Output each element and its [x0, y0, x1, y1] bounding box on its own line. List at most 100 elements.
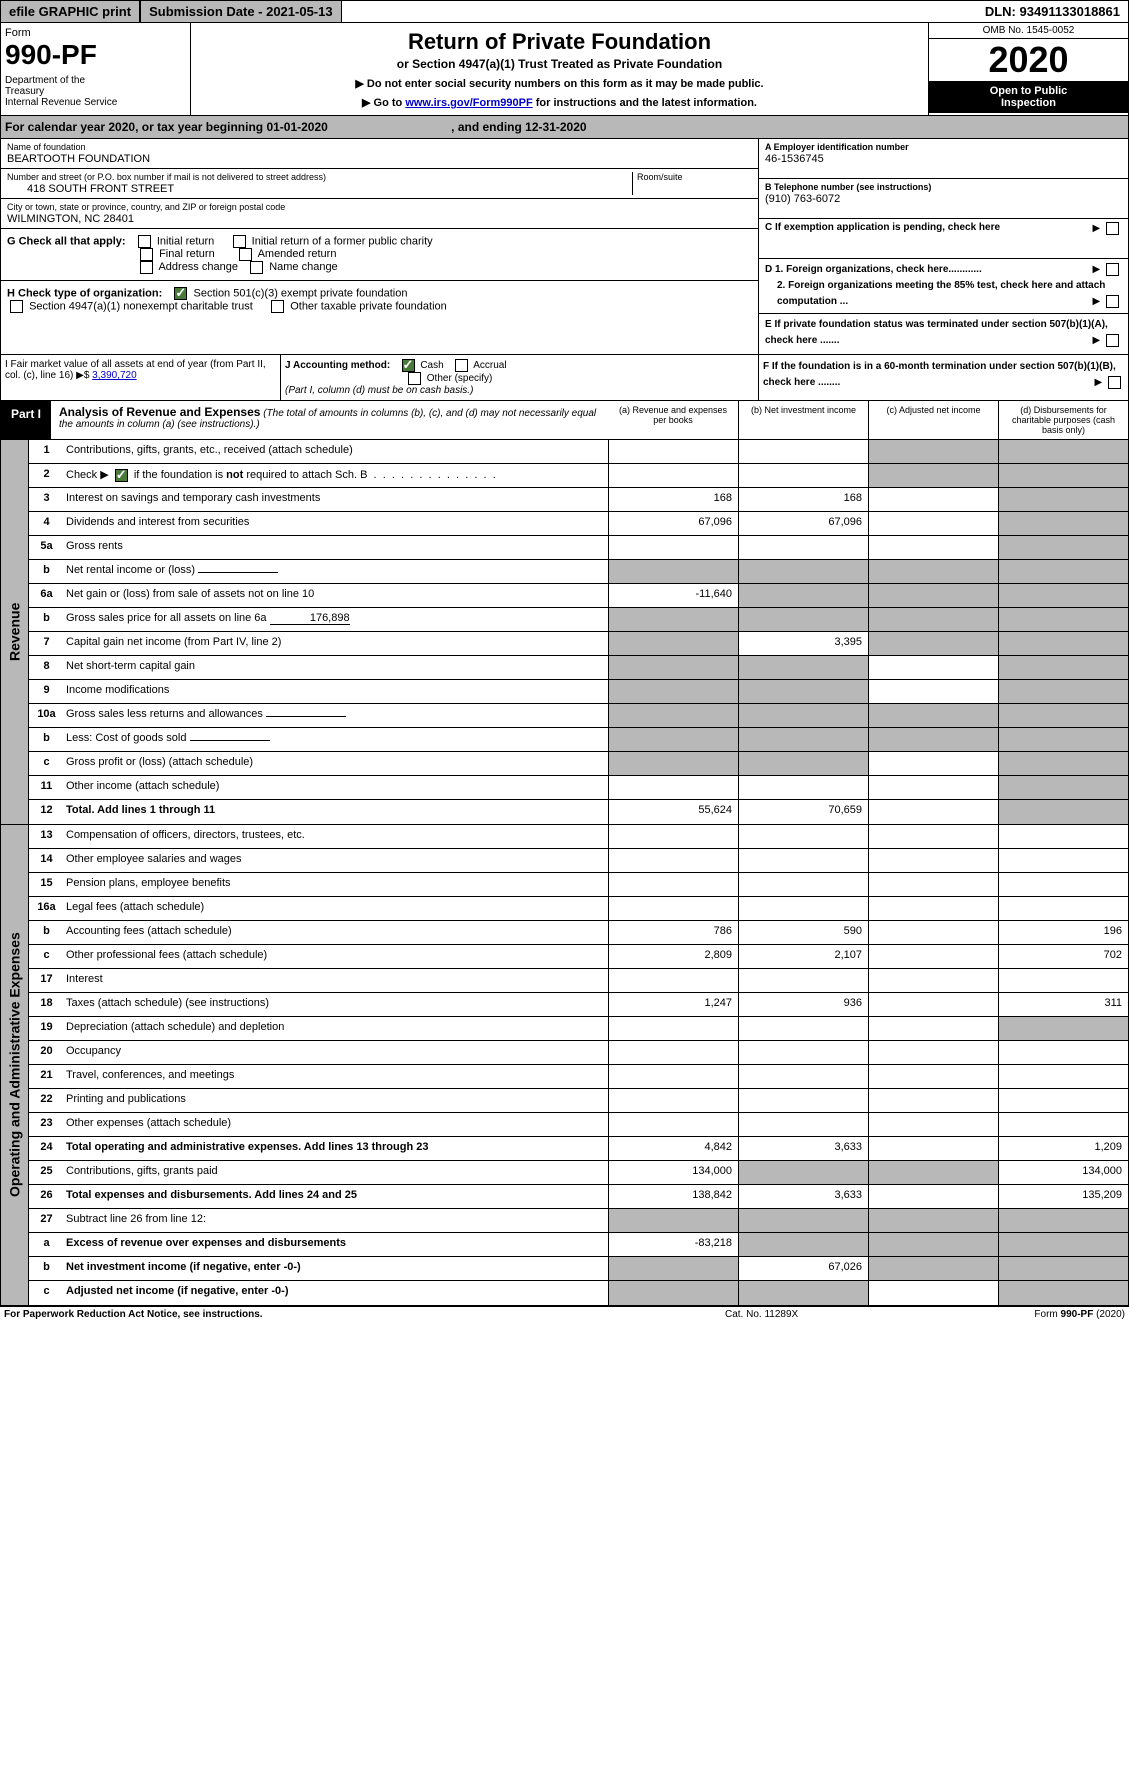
calendar-year-row: For calendar year 2020, or tax year begi… — [0, 116, 1129, 139]
table-cell — [998, 464, 1128, 487]
table-cell: 2,107 — [738, 945, 868, 968]
table-cell — [868, 1233, 998, 1256]
table-cell — [998, 825, 1128, 848]
row-num: b — [29, 1257, 64, 1280]
col-d-header: (d) Disbursements for charitable purpose… — [998, 401, 1128, 439]
table-cell — [868, 969, 998, 992]
accrual-checkbox[interactable] — [455, 359, 468, 372]
row-desc: Occupancy — [64, 1041, 608, 1064]
table-cell — [998, 728, 1128, 751]
name-change-checkbox[interactable] — [250, 261, 263, 274]
h-opt-3: Other taxable private foundation — [290, 300, 447, 312]
d2-checkbox[interactable] — [1106, 295, 1119, 308]
fmv-value[interactable]: 3,390,720 — [92, 370, 137, 381]
tel-label: B Telephone number (see instructions) — [765, 182, 1122, 192]
table-cell — [998, 897, 1128, 920]
h-opt-2: Section 4947(a)(1) nonexempt charitable … — [29, 300, 253, 312]
table-cell — [738, 536, 868, 559]
initial-return-checkbox[interactable] — [138, 235, 151, 248]
revenue-table: Revenue 1Contributions, gifts, grants, e… — [0, 440, 1129, 825]
open-public: Open to PublicInspection — [929, 81, 1128, 113]
table-cell — [738, 776, 868, 799]
table-cell: 3,395 — [738, 632, 868, 655]
name-label: Name of foundation — [7, 142, 752, 152]
table-row: 22Printing and publications — [29, 1089, 1128, 1113]
table-row: 15Pension plans, employee benefits — [29, 873, 1128, 897]
final-return-checkbox[interactable] — [140, 248, 153, 261]
col-a-header: (a) Revenue and expenses per books — [608, 401, 738, 439]
table-cell — [738, 1065, 868, 1088]
table-cell — [998, 873, 1128, 896]
schb-checkbox[interactable] — [115, 469, 128, 482]
dln: DLN: 93491133018861 — [977, 1, 1128, 22]
row-num: 5a — [29, 536, 64, 559]
table-cell — [608, 704, 738, 727]
table-cell — [998, 1257, 1128, 1280]
f-label: F If the foundation is in a 60-month ter… — [763, 361, 1116, 388]
irs-link[interactable]: www.irs.gov/Form990PF — [405, 97, 532, 109]
table-cell: 1,247 — [608, 993, 738, 1016]
amended-checkbox[interactable] — [239, 248, 252, 261]
row-desc: Compensation of officers, directors, tru… — [64, 825, 608, 848]
table-cell — [868, 1017, 998, 1040]
table-cell — [738, 560, 868, 583]
g-opt-3: Amended return — [258, 248, 337, 260]
row-desc: Other professional fees (attach schedule… — [64, 945, 608, 968]
cash-checkbox[interactable] — [402, 359, 415, 372]
table-cell — [738, 1089, 868, 1112]
table-cell — [868, 1185, 998, 1208]
row-num: 1 — [29, 440, 64, 463]
table-row: bLess: Cost of goods sold — [29, 728, 1128, 752]
initial-former-checkbox[interactable] — [233, 235, 246, 248]
header-left: Form 990-PF Department of theTreasuryInt… — [1, 23, 191, 115]
table-cell — [608, 1257, 738, 1280]
other-method-checkbox[interactable] — [408, 372, 421, 385]
table-cell: 134,000 — [998, 1161, 1128, 1184]
g-opt-1: Initial return of a former public charit… — [252, 235, 433, 247]
row-num: 10a — [29, 704, 64, 727]
table-cell — [738, 873, 868, 896]
table-row: 27Subtract line 26 from line 12: — [29, 1209, 1128, 1233]
top-bar: efile GRAPHIC print Submission Date - 20… — [0, 0, 1129, 23]
row-num: c — [29, 1281, 64, 1305]
table-row: 3Interest on savings and temporary cash … — [29, 488, 1128, 512]
table-cell — [608, 969, 738, 992]
table-cell — [868, 945, 998, 968]
table-cell — [608, 608, 738, 631]
info-grid: Name of foundation BEARTOOTH FOUNDATION … — [0, 139, 1129, 355]
table-cell — [608, 1113, 738, 1136]
address-change-checkbox[interactable] — [140, 261, 153, 274]
table-cell — [608, 728, 738, 751]
table-cell — [868, 1113, 998, 1136]
501c3-checkbox[interactable] — [174, 287, 187, 300]
f-checkbox[interactable] — [1108, 376, 1121, 389]
row-desc: Other income (attach schedule) — [64, 776, 608, 799]
table-cell — [868, 776, 998, 799]
row-desc: Other employee salaries and wages — [64, 849, 608, 872]
table-cell — [738, 1281, 868, 1305]
efile-button[interactable]: efile GRAPHIC print — [1, 1, 141, 22]
table-cell — [738, 1113, 868, 1136]
j-cell: J Accounting method: Cash Accrual Other … — [281, 355, 758, 400]
row-num: c — [29, 752, 64, 775]
table-cell — [868, 1137, 998, 1160]
row-desc: Printing and publications — [64, 1089, 608, 1112]
g-opt-0: Initial return — [157, 235, 214, 247]
e-checkbox[interactable] — [1106, 334, 1119, 347]
row-desc: Contributions, gifts, grants, etc., rece… — [64, 440, 608, 463]
expenses-body: 13Compensation of officers, directors, t… — [29, 825, 1128, 1305]
table-cell — [608, 656, 738, 679]
4947-checkbox[interactable] — [10, 300, 23, 313]
form-note1: ▶ Do not enter social security numbers o… — [197, 77, 922, 90]
table-cell — [738, 656, 868, 679]
row-num: 18 — [29, 993, 64, 1016]
other-taxable-checkbox[interactable] — [271, 300, 284, 313]
c-checkbox[interactable] — [1106, 222, 1119, 235]
table-row: bGross sales price for all assets on lin… — [29, 608, 1128, 632]
table-row: 10aGross sales less returns and allowanc… — [29, 704, 1128, 728]
table-cell — [868, 704, 998, 727]
col-headers: (a) Revenue and expenses per books (b) N… — [608, 401, 1128, 439]
table-row: 26Total expenses and disbursements. Add … — [29, 1185, 1128, 1209]
d1-checkbox[interactable] — [1106, 263, 1119, 276]
city-state-zip: WILMINGTON, NC 28401 — [7, 213, 752, 225]
